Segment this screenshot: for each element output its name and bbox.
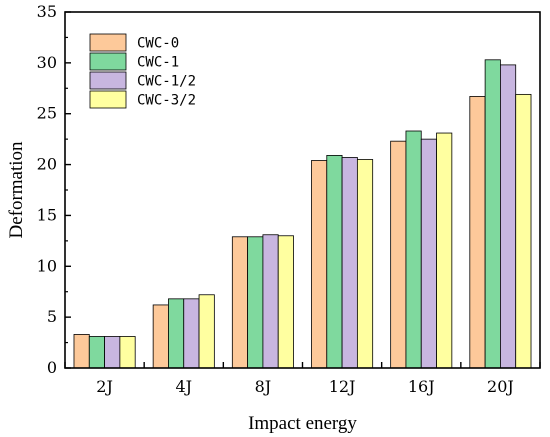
legend-swatch bbox=[89, 71, 127, 90]
bar-cwc-1-2-2j bbox=[104, 336, 121, 369]
bar-cwc-1-4j bbox=[168, 298, 185, 369]
y-axis-title: Deformation bbox=[6, 141, 27, 239]
bar-cwc-3-2-8j bbox=[277, 235, 294, 369]
bar-cwc-3-2-16j bbox=[436, 132, 453, 369]
x-axis-title: Impact energy bbox=[248, 413, 357, 434]
y-tick-label: 35 bbox=[37, 2, 57, 21]
y-tick-label: 25 bbox=[37, 104, 57, 123]
legend-label: CWC-1/2 bbox=[137, 74, 196, 90]
bar-cwc-3-2-20j bbox=[515, 93, 532, 369]
legend-swatch bbox=[89, 33, 127, 52]
y-tick-label: 20 bbox=[37, 155, 57, 174]
legend-label: CWC-1 bbox=[137, 55, 179, 71]
x-tick-label: 8J bbox=[255, 377, 272, 396]
bar-cwc-1-2-8j bbox=[262, 234, 279, 369]
x-tick-label: 20J bbox=[487, 377, 514, 396]
bar-cwc-0-2j bbox=[73, 334, 90, 369]
bar-cwc-1-8j bbox=[247, 236, 264, 369]
legend-swatch bbox=[89, 52, 127, 71]
axes-layer: 0 5 10 15 20 25 30 35 2J 4J 8J 12J 16J 20J bbox=[37, 2, 541, 396]
bar-cwc-1-2-4j bbox=[183, 298, 200, 369]
y-tick-label: 15 bbox=[37, 205, 57, 224]
y-tick-label: 30 bbox=[37, 53, 57, 72]
bar-cwc-0-12j bbox=[311, 160, 328, 369]
bar-cwc-0-8j bbox=[231, 236, 249, 369]
bar-cwc-3-2-4j bbox=[198, 294, 215, 369]
bar-cwc-0-20j bbox=[469, 96, 486, 369]
bar-cwc-1-2j bbox=[88, 336, 105, 369]
bar-cwc-1-12j bbox=[326, 155, 343, 369]
bar-cwc-1-16j bbox=[405, 130, 422, 369]
bars-layer bbox=[73, 59, 532, 369]
x-tick-label: 4J bbox=[175, 377, 192, 396]
legend-label: CWC-0 bbox=[137, 36, 179, 52]
bar-cwc-1-2-20j bbox=[500, 64, 517, 369]
bar-cwc-0-4j bbox=[152, 304, 169, 369]
legend-label: CWC-3/2 bbox=[137, 93, 196, 109]
bar-cwc-1-20j bbox=[484, 59, 501, 369]
bar-cwc-0-16j bbox=[390, 140, 407, 369]
y-tick-label: 10 bbox=[37, 256, 57, 275]
bar-cwc-3-2-2j bbox=[119, 336, 136, 369]
legend: CWC-0 CWC-1 CWC-1/2 CWC-3/2 bbox=[89, 33, 196, 109]
x-tick-label: 16J bbox=[408, 377, 435, 396]
bar-cwc-3-2-12j bbox=[356, 159, 374, 369]
bar-cwc-1-2-12j bbox=[341, 157, 358, 369]
bar-cwc-1-2-16j bbox=[420, 138, 437, 369]
x-tick-label: 2J bbox=[96, 377, 113, 396]
y-tick-label: 0 bbox=[47, 358, 57, 377]
y-tick-label: 5 bbox=[47, 307, 57, 326]
legend-swatch bbox=[89, 90, 127, 109]
x-tick-label: 12J bbox=[329, 377, 356, 396]
